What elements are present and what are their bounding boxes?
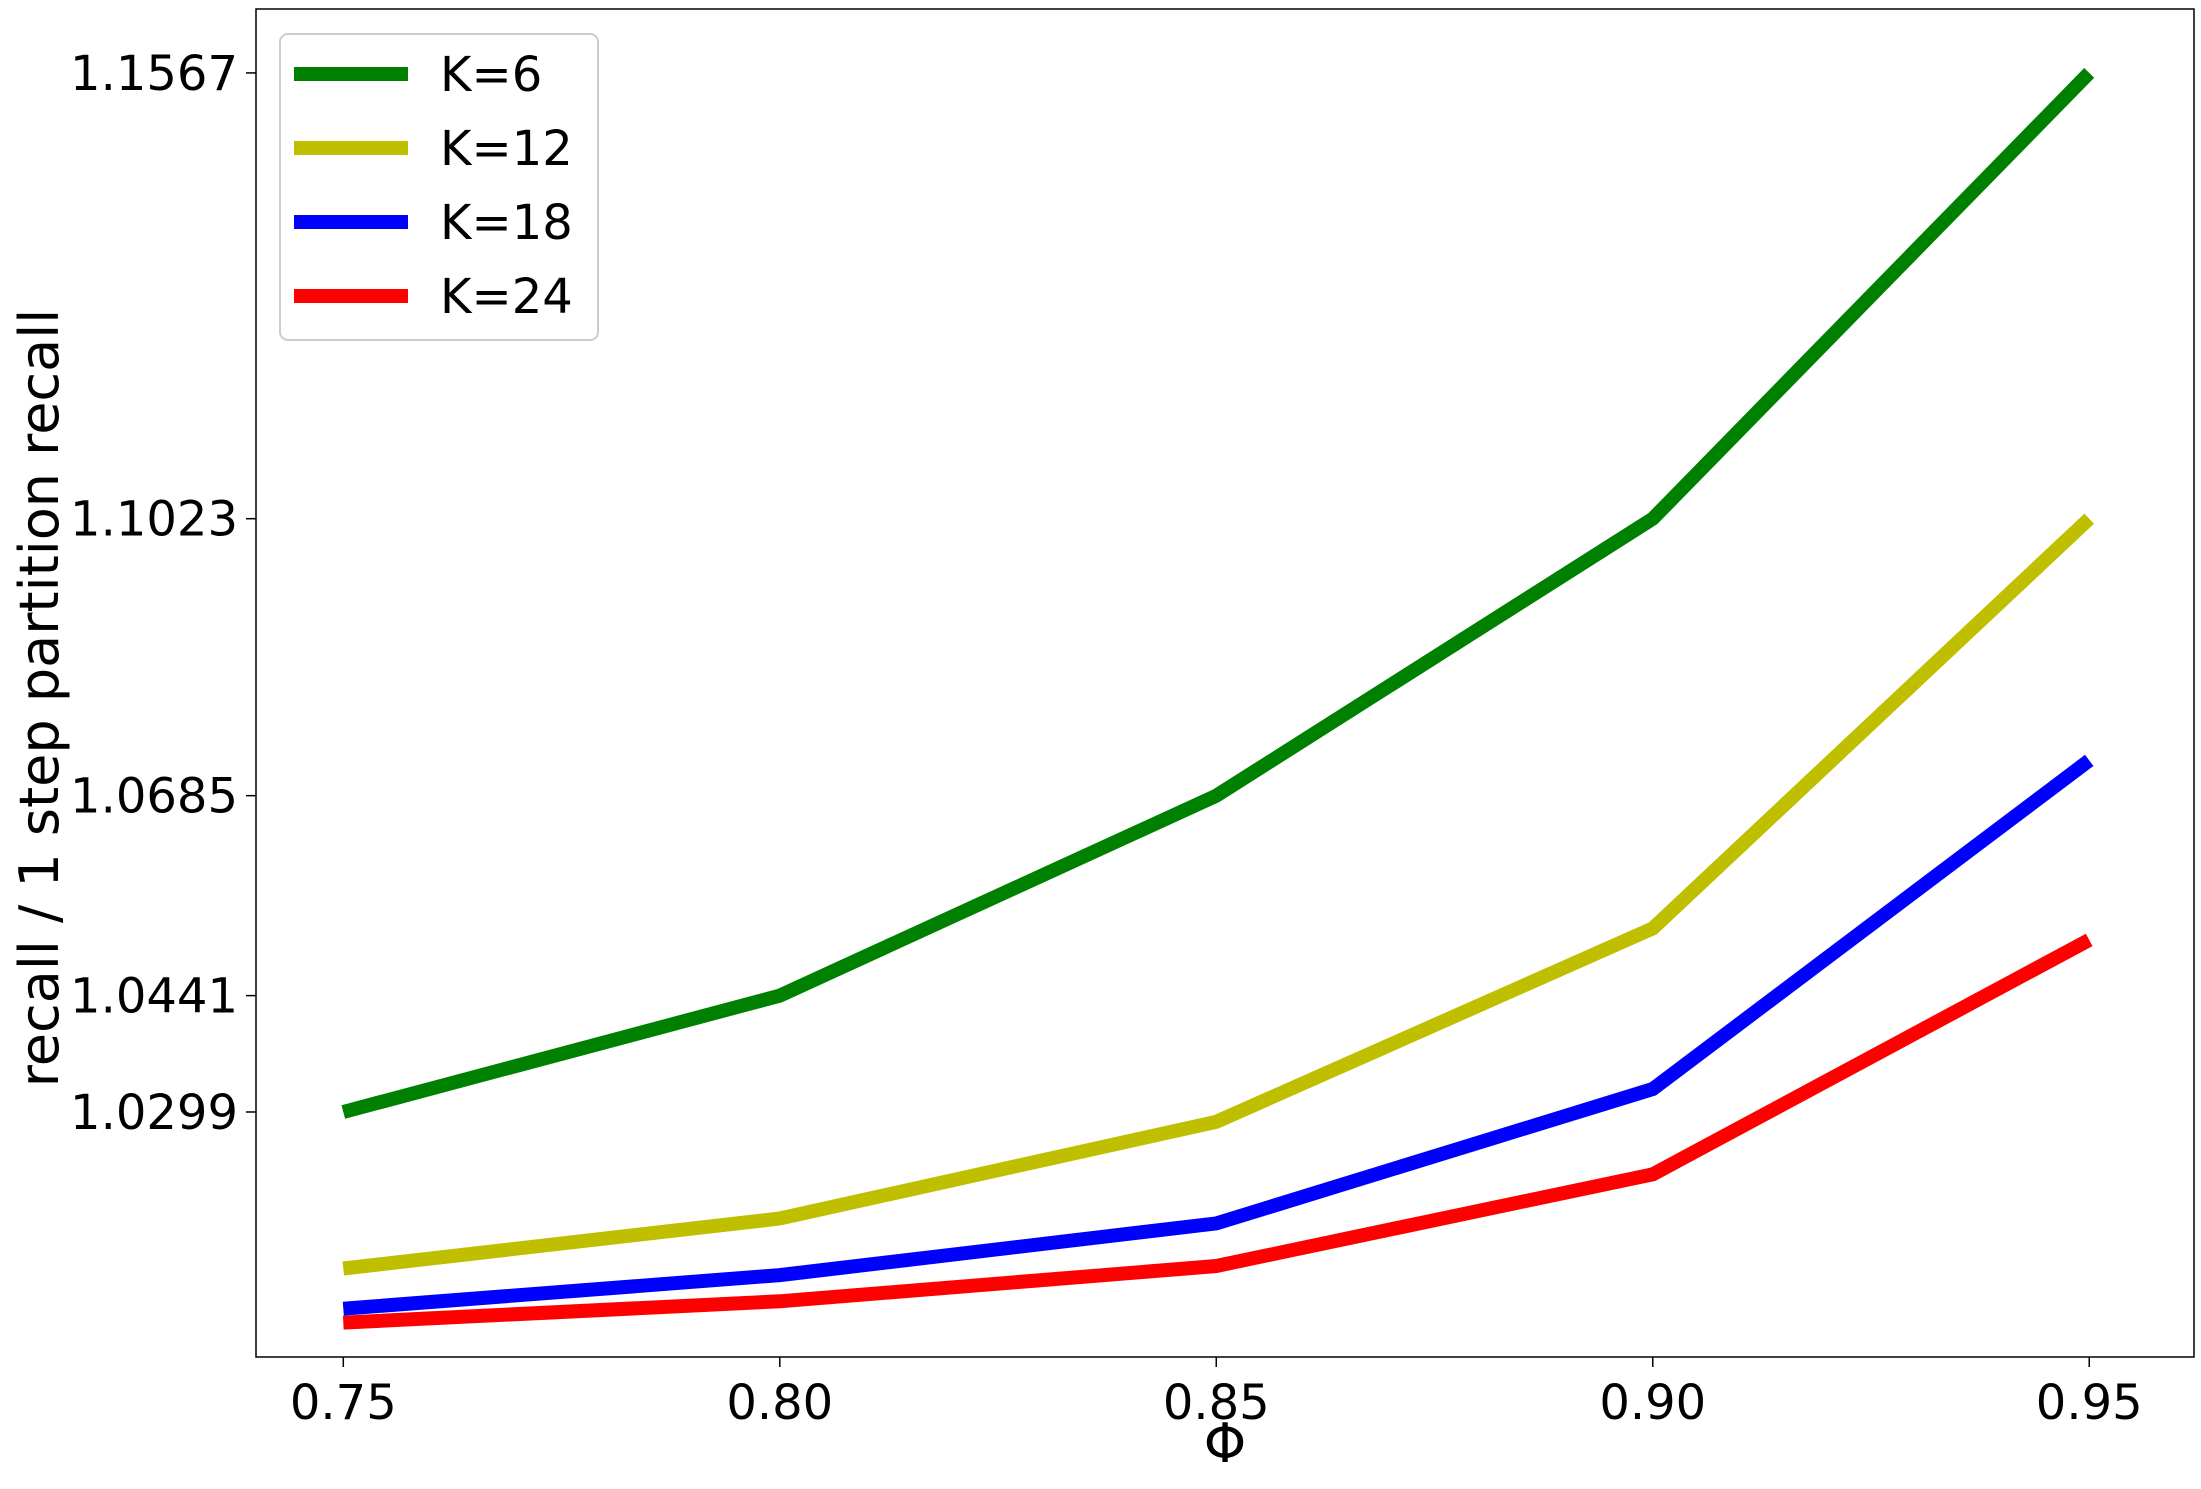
y-tick-label: 1.1567	[70, 46, 238, 102]
x-axis: 0.75 0.80 0.85 0.90 0.95	[290, 1357, 2143, 1431]
series-line-4	[342, 933, 2093, 1330]
series-layer	[341, 68, 2095, 1330]
x-tick-label: 0.90	[1599, 1375, 1706, 1431]
legend-label: K=12	[440, 121, 573, 177]
series-line-2	[342, 513, 2094, 1276]
x-tick-label: 0.85	[1163, 1375, 1270, 1431]
y-axis-label: recall / 1 step partition recall	[8, 309, 71, 1087]
x-tick-label: 0.75	[290, 1375, 397, 1431]
y-tick-label: 1.0299	[70, 1085, 238, 1141]
series-line-1	[341, 68, 2095, 1119]
x-tick-label: 0.80	[726, 1375, 833, 1431]
y-tick-label: 1.1023	[70, 492, 238, 548]
legend-label: K=6	[440, 47, 542, 103]
series-line-3	[342, 754, 2094, 1316]
y-tick-label: 1.0685	[70, 769, 238, 825]
legend-label: K=18	[440, 195, 573, 251]
legend-label: K=24	[440, 269, 573, 325]
plot-frame	[255, 8, 2195, 1358]
legend-frame	[279, 33, 599, 341]
y-tick-label: 1.0441	[70, 969, 238, 1025]
legend: K=6 K=12 K=18 K=24	[279, 33, 599, 341]
x-tick-label: 0.95	[2036, 1375, 2143, 1431]
y-axis: 1.0299 1.0441 1.0685 1.1023 1.1567	[70, 46, 256, 1141]
x-axis-label: Φ	[1204, 1412, 1247, 1475]
